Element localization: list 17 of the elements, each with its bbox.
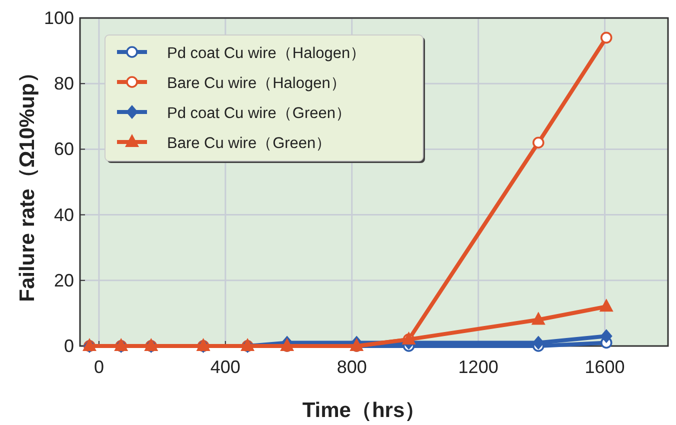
y-tick-label: 100 xyxy=(44,8,74,28)
legend-label: Pd coat Cu wire（Green） xyxy=(167,105,352,122)
x-tick-label: 1600 xyxy=(584,357,625,377)
y-tick-label: 80 xyxy=(54,74,74,94)
y-tick-label: 20 xyxy=(54,270,74,290)
x-axis-title: Time（hrs） xyxy=(302,399,426,422)
legend-label: Pd coat Cu wire（Halogen） xyxy=(167,45,366,62)
y-axis-title: Failure rate（Ω10%up） xyxy=(16,62,39,302)
x-tick-label: 0 xyxy=(94,357,104,377)
x-tick-label: 1200 xyxy=(458,357,498,377)
x-tick-label: 800 xyxy=(336,357,367,377)
x-tick-label: 400 xyxy=(210,357,240,377)
legend-label: Bare Cu wire（Halogen） xyxy=(167,75,346,92)
y-tick-label: 60 xyxy=(54,139,74,160)
legend-label: Bare Cu wire（Green） xyxy=(167,135,332,152)
y-tick-label: 40 xyxy=(54,204,74,225)
y-tick-label: 0 xyxy=(64,336,74,356)
